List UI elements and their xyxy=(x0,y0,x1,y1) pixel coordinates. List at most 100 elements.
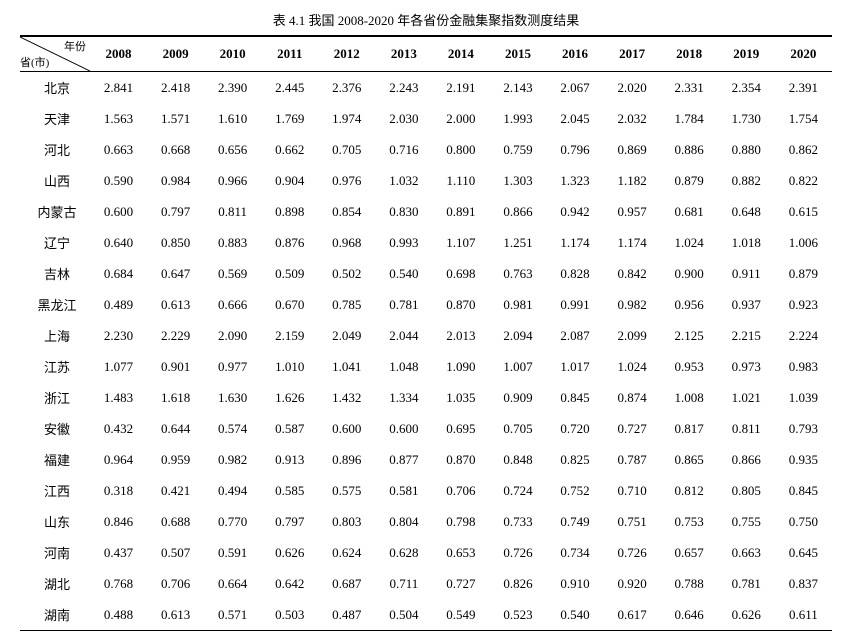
data-cell: 0.910 xyxy=(547,568,604,599)
data-cell: 2.376 xyxy=(318,72,375,104)
data-cell: 0.822 xyxy=(775,165,832,196)
row-label: 黑龙江 xyxy=(20,289,90,320)
data-cell: 2.230 xyxy=(90,320,147,351)
data-cell: 0.817 xyxy=(661,413,718,444)
year-header: 2015 xyxy=(489,36,546,72)
data-cell: 2.243 xyxy=(375,72,432,104)
data-cell: 0.968 xyxy=(318,227,375,258)
table-row: 江苏1.0770.9010.9771.0101.0411.0481.0901.0… xyxy=(20,351,832,382)
data-cell: 0.993 xyxy=(375,227,432,258)
table-row: 福建0.9640.9590.9820.9130.8960.8770.8700.8… xyxy=(20,444,832,475)
data-cell: 1.626 xyxy=(261,382,318,413)
data-cell: 0.837 xyxy=(775,568,832,599)
data-cell: 0.523 xyxy=(489,599,546,631)
data-cell: 2.044 xyxy=(375,320,432,351)
year-header: 2019 xyxy=(718,36,775,72)
data-cell: 1.048 xyxy=(375,351,432,382)
data-cell: 0.984 xyxy=(147,165,204,196)
data-cell: 1.174 xyxy=(547,227,604,258)
data-cell: 0.752 xyxy=(547,475,604,506)
year-header: 2009 xyxy=(147,36,204,72)
data-cell: 0.569 xyxy=(204,258,261,289)
data-cell: 0.574 xyxy=(204,413,261,444)
data-cell: 0.886 xyxy=(661,134,718,165)
data-cell: 0.698 xyxy=(432,258,489,289)
data-cell: 0.640 xyxy=(90,227,147,258)
table-row: 浙江1.4831.6181.6301.6261.4321.3341.0350.9… xyxy=(20,382,832,413)
data-cell: 0.662 xyxy=(261,134,318,165)
data-cell: 0.796 xyxy=(547,134,604,165)
data-cell: 2.229 xyxy=(147,320,204,351)
data-cell: 1.041 xyxy=(318,351,375,382)
data-cell: 2.032 xyxy=(604,103,661,134)
data-cell: 2.331 xyxy=(661,72,718,104)
data-cell: 2.418 xyxy=(147,72,204,104)
data-cell: 0.487 xyxy=(318,599,375,631)
data-cell: 2.191 xyxy=(432,72,489,104)
data-cell: 1.563 xyxy=(90,103,147,134)
data-cell: 0.976 xyxy=(318,165,375,196)
data-cell: 0.502 xyxy=(318,258,375,289)
data-cell: 0.991 xyxy=(547,289,604,320)
table-title: 表 4.1 我国 2008-2020 年各省份金融集聚指数测度结果 xyxy=(20,10,832,29)
data-cell: 0.706 xyxy=(432,475,489,506)
data-cell: 0.957 xyxy=(604,196,661,227)
data-cell: 0.983 xyxy=(775,351,832,382)
data-cell: 0.793 xyxy=(775,413,832,444)
data-cell: 0.585 xyxy=(261,475,318,506)
data-cell: 2.094 xyxy=(489,320,546,351)
data-cell: 0.956 xyxy=(661,289,718,320)
data-cell: 0.711 xyxy=(375,568,432,599)
data-cell: 1.035 xyxy=(432,382,489,413)
data-cell: 0.803 xyxy=(318,506,375,537)
data-cell: 0.788 xyxy=(661,568,718,599)
data-cell: 0.489 xyxy=(90,289,147,320)
data-cell: 0.797 xyxy=(261,506,318,537)
data-cell: 0.421 xyxy=(147,475,204,506)
data-cell: 1.769 xyxy=(261,103,318,134)
year-header: 2017 xyxy=(604,36,661,72)
data-cell: 0.681 xyxy=(661,196,718,227)
data-cell: 0.706 xyxy=(147,568,204,599)
row-label: 江苏 xyxy=(20,351,90,382)
data-cell: 1.008 xyxy=(661,382,718,413)
data-cell: 1.618 xyxy=(147,382,204,413)
data-cell: 0.600 xyxy=(90,196,147,227)
data-cell: 0.626 xyxy=(718,599,775,631)
data-cell: 0.759 xyxy=(489,134,546,165)
data-cell: 0.828 xyxy=(547,258,604,289)
data-cell: 0.804 xyxy=(375,506,432,537)
data-cell: 0.710 xyxy=(604,475,661,506)
data-cell: 1.303 xyxy=(489,165,546,196)
data-cell: 0.670 xyxy=(261,289,318,320)
table-row: 黑龙江0.4890.6130.6660.6700.7850.7810.8700.… xyxy=(20,289,832,320)
data-cell: 2.030 xyxy=(375,103,432,134)
data-cell: 1.007 xyxy=(489,351,546,382)
table-row: 天津1.5631.5711.6101.7691.9742.0302.0001.9… xyxy=(20,103,832,134)
data-cell: 0.613 xyxy=(147,289,204,320)
data-cell: 0.540 xyxy=(547,599,604,631)
data-cell: 0.615 xyxy=(775,196,832,227)
data-cell: 2.224 xyxy=(775,320,832,351)
data-cell: 0.826 xyxy=(489,568,546,599)
table-row: 山东0.8460.6880.7700.7970.8030.8040.7980.7… xyxy=(20,506,832,537)
data-cell: 0.866 xyxy=(718,444,775,475)
data-cell: 0.869 xyxy=(604,134,661,165)
data-cell: 0.587 xyxy=(261,413,318,444)
data-cell: 0.898 xyxy=(261,196,318,227)
data-cell: 1.024 xyxy=(661,227,718,258)
table-row: 辽宁0.6400.8500.8830.8760.9680.9931.1071.2… xyxy=(20,227,832,258)
data-cell: 0.800 xyxy=(432,134,489,165)
data-cell: 0.753 xyxy=(661,506,718,537)
row-label: 浙江 xyxy=(20,382,90,413)
data-cell: 0.797 xyxy=(147,196,204,227)
data-cell: 1.610 xyxy=(204,103,261,134)
data-cell: 1.630 xyxy=(204,382,261,413)
data-cell: 1.006 xyxy=(775,227,832,258)
data-cell: 1.032 xyxy=(375,165,432,196)
data-cell: 0.575 xyxy=(318,475,375,506)
row-label: 辽宁 xyxy=(20,227,90,258)
data-cell: 0.880 xyxy=(718,134,775,165)
data-cell: 0.720 xyxy=(547,413,604,444)
data-cell: 0.848 xyxy=(489,444,546,475)
